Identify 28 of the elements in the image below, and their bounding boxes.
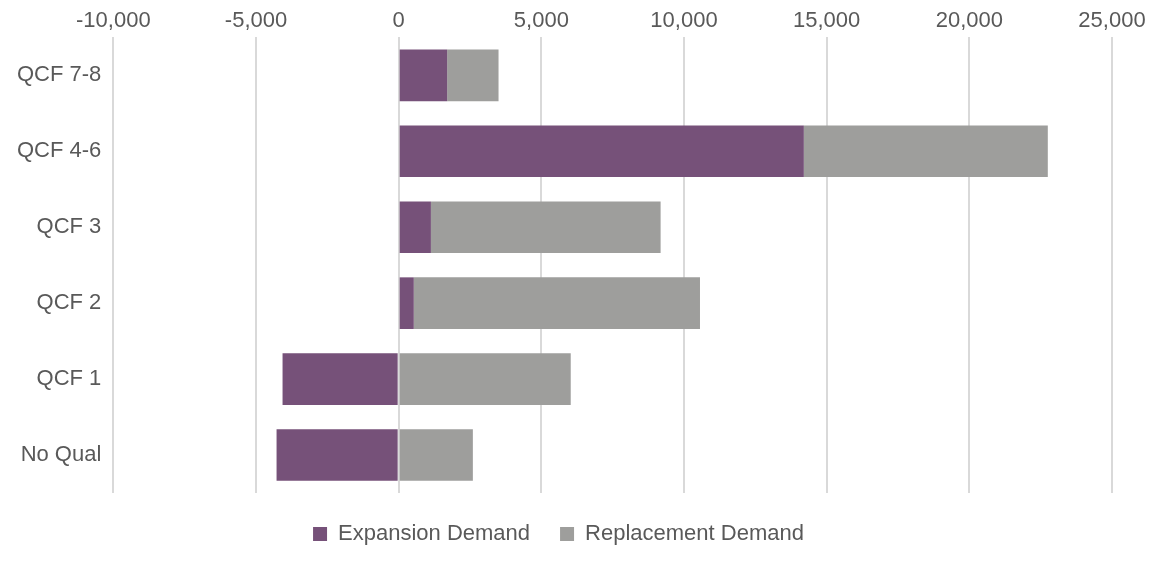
- bar: [447, 49, 499, 102]
- bar: [399, 277, 414, 329]
- x-tick-label: 20,000: [935, 7, 1003, 33]
- x-tick-label: 25,000: [1078, 7, 1146, 33]
- legend-label: Replacement Demand: [585, 520, 804, 546]
- bar: [399, 125, 804, 178]
- bar: [399, 353, 571, 405]
- bar: [399, 201, 431, 254]
- y-tick-label: No Qual: [20, 441, 102, 467]
- bar: [276, 429, 398, 481]
- bar: [282, 353, 398, 405]
- x-tick-label: 15,000: [793, 7, 861, 33]
- y-tick-label: QCF 1: [36, 365, 102, 391]
- bar: [399, 429, 473, 481]
- y-tick-label: QCF 2: [36, 289, 102, 315]
- bar: [399, 49, 448, 102]
- y-tick-label: QCF 3: [36, 213, 102, 239]
- legend-label: Expansion Demand: [338, 520, 531, 546]
- bar: [803, 125, 1048, 178]
- bar: [413, 277, 700, 329]
- y-tick-label: QCF 7-8: [16, 61, 102, 87]
- bar: [430, 201, 661, 254]
- x-tick-label: -10,000: [76, 7, 151, 33]
- x-tick-label: 5,000: [513, 7, 569, 33]
- x-tick-label: 0: [392, 7, 405, 33]
- y-tick-label: QCF 4-6: [16, 137, 102, 163]
- x-tick-label: -5,000: [224, 7, 288, 33]
- x-tick-label: 10,000: [650, 7, 718, 33]
